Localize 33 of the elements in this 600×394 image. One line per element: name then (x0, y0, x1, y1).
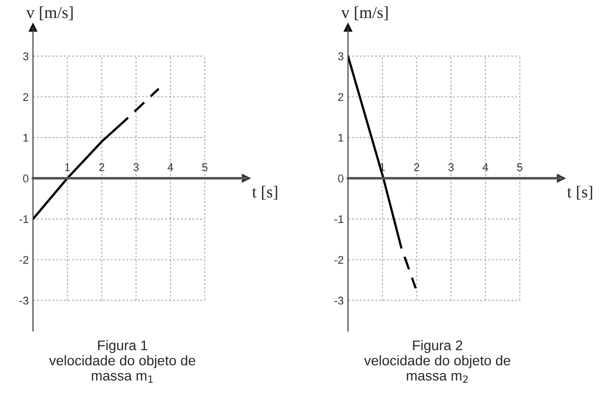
x-axis-title: t [s] (567, 186, 592, 200)
y-tick-label: -3 (334, 296, 344, 305)
y-tick-label: -2 (334, 256, 344, 264)
y-tick-label: 3 (23, 52, 28, 60)
text: velocidade do objeto de (49, 355, 196, 368)
y-tick-label: -1 (19, 215, 28, 223)
y-tick-label: 2 (338, 93, 344, 101)
y-tick-label: 0 (338, 174, 344, 182)
x-tick-label: 3 (133, 163, 139, 172)
x-tick-label: 5 (517, 163, 522, 172)
x-tick-label: 5 (202, 163, 208, 172)
y-tick-label: -2 (19, 256, 28, 264)
y-tick-label: 2 (23, 93, 28, 101)
y-tick-label: 1 (24, 134, 28, 142)
y-axis-title: v [m/s] (341, 6, 388, 20)
y-tick-label: 0 (23, 174, 28, 182)
y-axis-title: v [m/s] (26, 6, 73, 20)
x-tick-label: 4 (168, 163, 174, 172)
x-tick-label: 1 (65, 163, 70, 172)
text: velocidade do objeto de (364, 355, 510, 368)
text: massa m$_{2}$ (406, 372, 468, 383)
x-tick-label: 2 (414, 163, 420, 172)
text: massa m$_{1}$ (92, 372, 153, 383)
x-tick-label: 3 (448, 163, 454, 172)
x-tick-label: 2 (99, 163, 104, 172)
text: Figura 2 (413, 340, 462, 354)
y-tick-label: 3 (338, 52, 344, 60)
y-tick-label: -1 (334, 215, 344, 223)
y-tick-label: 1 (338, 134, 344, 142)
x-axis-title: t [s] (252, 186, 278, 200)
y-tick-label: -3 (19, 296, 28, 305)
x-tick-label: 4 (482, 163, 488, 172)
text: Figura 1 (98, 340, 148, 354)
